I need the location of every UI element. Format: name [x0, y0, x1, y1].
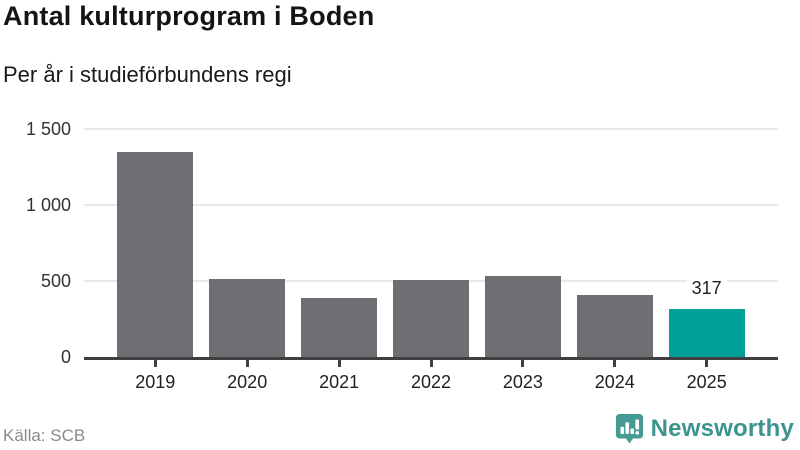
- bar-2020: [209, 279, 286, 357]
- bar-2021: [301, 297, 378, 357]
- y-axis-tick-label: 1 500: [25, 119, 71, 139]
- newsworthy-wordmark: Newsworthy: [650, 415, 794, 442]
- y-axis-tick-label: 0: [60, 347, 71, 367]
- newsworthy-bubble-chart-icon: [615, 413, 644, 445]
- x-axis-tick: [153, 360, 157, 367]
- chart-title: Antal kulturprogram i Boden: [3, 1, 375, 31]
- bar-2025: [668, 308, 745, 357]
- x-axis-line: [84, 357, 778, 360]
- x-axis-label: 2023: [502, 372, 543, 392]
- x-axis-tick: [521, 360, 525, 367]
- x-axis-label: 2022: [410, 372, 452, 392]
- newsworthy-logo: Newsworthy: [615, 413, 794, 445]
- source-label: Källa: SCB: [3, 426, 86, 445]
- chart-subtitle: Per år i studieförbundens regi: [3, 62, 292, 87]
- x-axis-tick: [613, 360, 617, 367]
- bar-2022: [393, 280, 469, 357]
- x-axis-tick: [245, 360, 249, 367]
- y-axis-tick-label: 500: [40, 271, 71, 291]
- bar-2024: [576, 294, 653, 357]
- gridline-1000: [84, 204, 778, 206]
- x-axis-label: 2019: [135, 372, 176, 392]
- x-axis-tick: [429, 360, 433, 367]
- bar-2023: [484, 275, 561, 357]
- x-axis-label: 2020: [227, 372, 268, 392]
- bar-2019: [117, 151, 194, 357]
- bar-chart: 0 500 1 000 1 500 2019 2020 2021 2022 2023 2024 20…: [0, 115, 800, 410]
- x-axis-tick: [337, 360, 341, 367]
- x-axis-label: 2024: [594, 372, 635, 392]
- x-axis-label: 2021: [319, 372, 360, 392]
- x-axis-tick: [705, 360, 709, 367]
- x-axis-label: 2025: [686, 372, 727, 392]
- gridline-1500: [84, 128, 778, 130]
- bar-value-label: 317: [686, 277, 727, 298]
- y-axis-tick-label: 1 000: [25, 195, 71, 215]
